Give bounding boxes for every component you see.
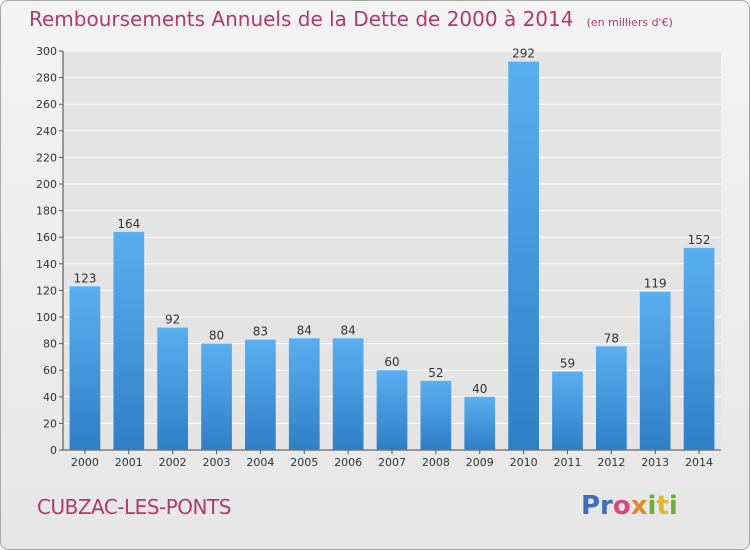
y-tick-label: 60 bbox=[43, 364, 57, 377]
data-label: 164 bbox=[117, 217, 140, 231]
y-tick-label: 80 bbox=[43, 338, 57, 351]
x-tick-label: 2012 bbox=[597, 456, 625, 469]
bar bbox=[464, 396, 496, 450]
x-tick-label: 2009 bbox=[466, 456, 494, 469]
bar bbox=[683, 247, 715, 450]
data-label: 83 bbox=[253, 325, 268, 339]
y-tick-label: 220 bbox=[36, 151, 57, 164]
y-tick-label: 300 bbox=[36, 45, 57, 58]
y-tick-label: 0 bbox=[50, 444, 57, 457]
y-tick-label: 180 bbox=[36, 205, 57, 218]
x-tick-label: 2007 bbox=[378, 456, 406, 469]
bar bbox=[552, 371, 583, 450]
bar bbox=[157, 327, 189, 450]
y-tick-label: 100 bbox=[36, 311, 57, 324]
y-tick-label: 200 bbox=[36, 178, 57, 191]
bar bbox=[288, 338, 320, 450]
bar bbox=[201, 343, 232, 450]
data-label: 60 bbox=[384, 355, 399, 369]
data-label: 84 bbox=[297, 323, 312, 337]
bar bbox=[113, 231, 145, 450]
x-tick-label: 2001 bbox=[115, 456, 143, 469]
x-tick-label: 2005 bbox=[290, 456, 318, 469]
data-label: 292 bbox=[512, 47, 535, 61]
y-tick-label: 240 bbox=[36, 125, 57, 138]
bar bbox=[245, 339, 276, 450]
data-label: 119 bbox=[644, 277, 667, 291]
data-label: 80 bbox=[209, 329, 224, 343]
chart-subtitle: (en milliers d'€) bbox=[586, 16, 673, 29]
y-tick-label: 280 bbox=[36, 72, 57, 85]
x-tick-label: 2008 bbox=[422, 456, 450, 469]
x-tick-label: 2006 bbox=[334, 456, 362, 469]
bar bbox=[508, 61, 539, 450]
town-name: CUBZAC-LES-PONTS bbox=[37, 495, 231, 519]
y-tick-label: 40 bbox=[43, 391, 57, 404]
bar bbox=[595, 346, 627, 450]
y-tick-label: 120 bbox=[36, 284, 57, 297]
proxiti-logo: Proxiti bbox=[581, 491, 678, 521]
bar bbox=[420, 380, 452, 450]
data-label: 123 bbox=[73, 271, 96, 285]
data-label: 59 bbox=[560, 357, 575, 371]
x-tick-label: 2011 bbox=[553, 456, 581, 469]
x-tick-label: 2010 bbox=[510, 456, 538, 469]
data-label: 84 bbox=[340, 323, 355, 337]
data-label: 40 bbox=[472, 382, 487, 396]
bar bbox=[639, 291, 671, 450]
x-tick-label: 2014 bbox=[685, 456, 713, 469]
title-row: Remboursements Annuels de la Dette de 20… bbox=[29, 7, 673, 31]
y-tick-label: 20 bbox=[43, 417, 57, 430]
data-label: 52 bbox=[428, 366, 443, 380]
x-tick-label: 2000 bbox=[71, 456, 99, 469]
x-tick-label: 2013 bbox=[641, 456, 669, 469]
bar bbox=[332, 338, 364, 450]
data-label: 92 bbox=[165, 313, 180, 327]
chart-title: Remboursements Annuels de la Dette de 20… bbox=[29, 7, 574, 31]
x-tick-label: 2003 bbox=[203, 456, 231, 469]
bar bbox=[376, 370, 408, 450]
bar bbox=[69, 286, 101, 450]
x-tick-label: 2002 bbox=[159, 456, 187, 469]
y-tick-label: 260 bbox=[36, 98, 57, 111]
data-label: 78 bbox=[604, 331, 619, 345]
y-tick-label: 140 bbox=[36, 258, 57, 271]
x-tick-label: 2004 bbox=[246, 456, 274, 469]
y-tick-label: 160 bbox=[36, 231, 57, 244]
data-label: 152 bbox=[688, 233, 711, 247]
